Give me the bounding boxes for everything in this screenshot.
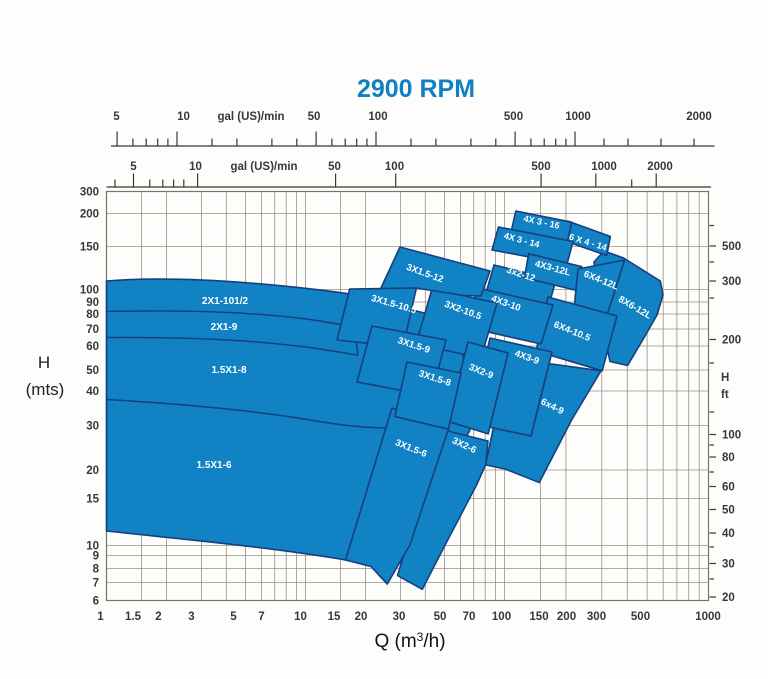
svg-text:2X1-101/2: 2X1-101/2: [202, 296, 249, 307]
svg-text:20: 20: [722, 592, 735, 604]
svg-text:90: 90: [86, 297, 99, 309]
svg-text:gal (US)/min: gal (US)/min: [230, 161, 297, 173]
svg-text:200: 200: [557, 611, 576, 623]
svg-text:70: 70: [86, 324, 99, 336]
svg-text:100: 100: [722, 430, 741, 442]
svg-text:7: 7: [93, 578, 99, 590]
svg-text:Q (m3/h): Q (m3/h): [374, 630, 445, 652]
svg-text:10: 10: [86, 541, 99, 553]
svg-text:ft: ft: [721, 389, 729, 401]
svg-text:500: 500: [531, 161, 550, 173]
svg-text:50: 50: [328, 161, 341, 173]
svg-text:(mts): (mts): [26, 380, 65, 399]
svg-text:20: 20: [355, 611, 368, 623]
svg-text:20: 20: [86, 465, 99, 477]
svg-text:60: 60: [86, 341, 99, 353]
svg-text:40: 40: [722, 528, 735, 540]
svg-text:5: 5: [130, 161, 137, 173]
svg-text:150: 150: [529, 611, 548, 623]
svg-text:gal (US)/min: gal (US)/min: [217, 111, 284, 123]
svg-text:10: 10: [177, 111, 190, 123]
svg-text:80: 80: [722, 452, 735, 464]
svg-text:1.5X1-6: 1.5X1-6: [196, 460, 231, 471]
svg-text:10: 10: [294, 611, 307, 623]
svg-text:50: 50: [722, 505, 735, 517]
svg-text:1000: 1000: [695, 611, 721, 623]
svg-text:30: 30: [86, 421, 99, 433]
svg-text:6: 6: [93, 596, 99, 608]
svg-text:200: 200: [722, 335, 741, 347]
svg-text:3: 3: [188, 611, 194, 623]
svg-text:30: 30: [722, 559, 735, 571]
svg-text:100: 100: [385, 161, 404, 173]
svg-text:1.5X1-8: 1.5X1-8: [211, 365, 246, 376]
svg-text:500: 500: [722, 241, 741, 253]
svg-text:1.5: 1.5: [125, 611, 142, 623]
svg-text:5: 5: [230, 611, 237, 623]
svg-text:7: 7: [258, 611, 264, 623]
svg-text:100: 100: [492, 611, 511, 623]
svg-text:8: 8: [93, 564, 100, 576]
svg-text:60: 60: [722, 482, 735, 494]
svg-text:300: 300: [80, 187, 99, 199]
svg-text:2000: 2000: [686, 111, 712, 123]
svg-text:100: 100: [80, 285, 99, 297]
svg-text:50: 50: [308, 111, 321, 123]
svg-text:50: 50: [434, 611, 447, 623]
svg-text:100: 100: [368, 111, 387, 123]
svg-text:10: 10: [189, 161, 202, 173]
svg-text:1000: 1000: [565, 111, 591, 123]
svg-text:70: 70: [463, 611, 476, 623]
svg-text:500: 500: [631, 611, 650, 623]
svg-text:40: 40: [86, 386, 99, 398]
svg-text:15: 15: [328, 611, 341, 623]
svg-text:2: 2: [155, 611, 161, 623]
svg-text:15: 15: [86, 494, 99, 506]
svg-text:300: 300: [587, 611, 606, 623]
svg-text:H: H: [38, 353, 50, 372]
svg-text:1: 1: [97, 611, 104, 623]
svg-text:2000: 2000: [647, 161, 673, 173]
svg-text:200: 200: [80, 209, 99, 221]
svg-text:1000: 1000: [591, 161, 617, 173]
svg-text:2X1-9: 2X1-9: [211, 322, 238, 333]
svg-text:150: 150: [80, 242, 99, 254]
svg-text:300: 300: [722, 276, 741, 288]
svg-text:9: 9: [93, 551, 99, 563]
svg-text:80: 80: [86, 309, 99, 321]
svg-text:500: 500: [504, 111, 523, 123]
svg-text:H: H: [721, 372, 729, 384]
svg-text:50: 50: [86, 365, 99, 377]
svg-text:2900 RPM: 2900 RPM: [357, 75, 475, 103]
svg-text:30: 30: [393, 611, 406, 623]
svg-text:5: 5: [113, 111, 120, 123]
